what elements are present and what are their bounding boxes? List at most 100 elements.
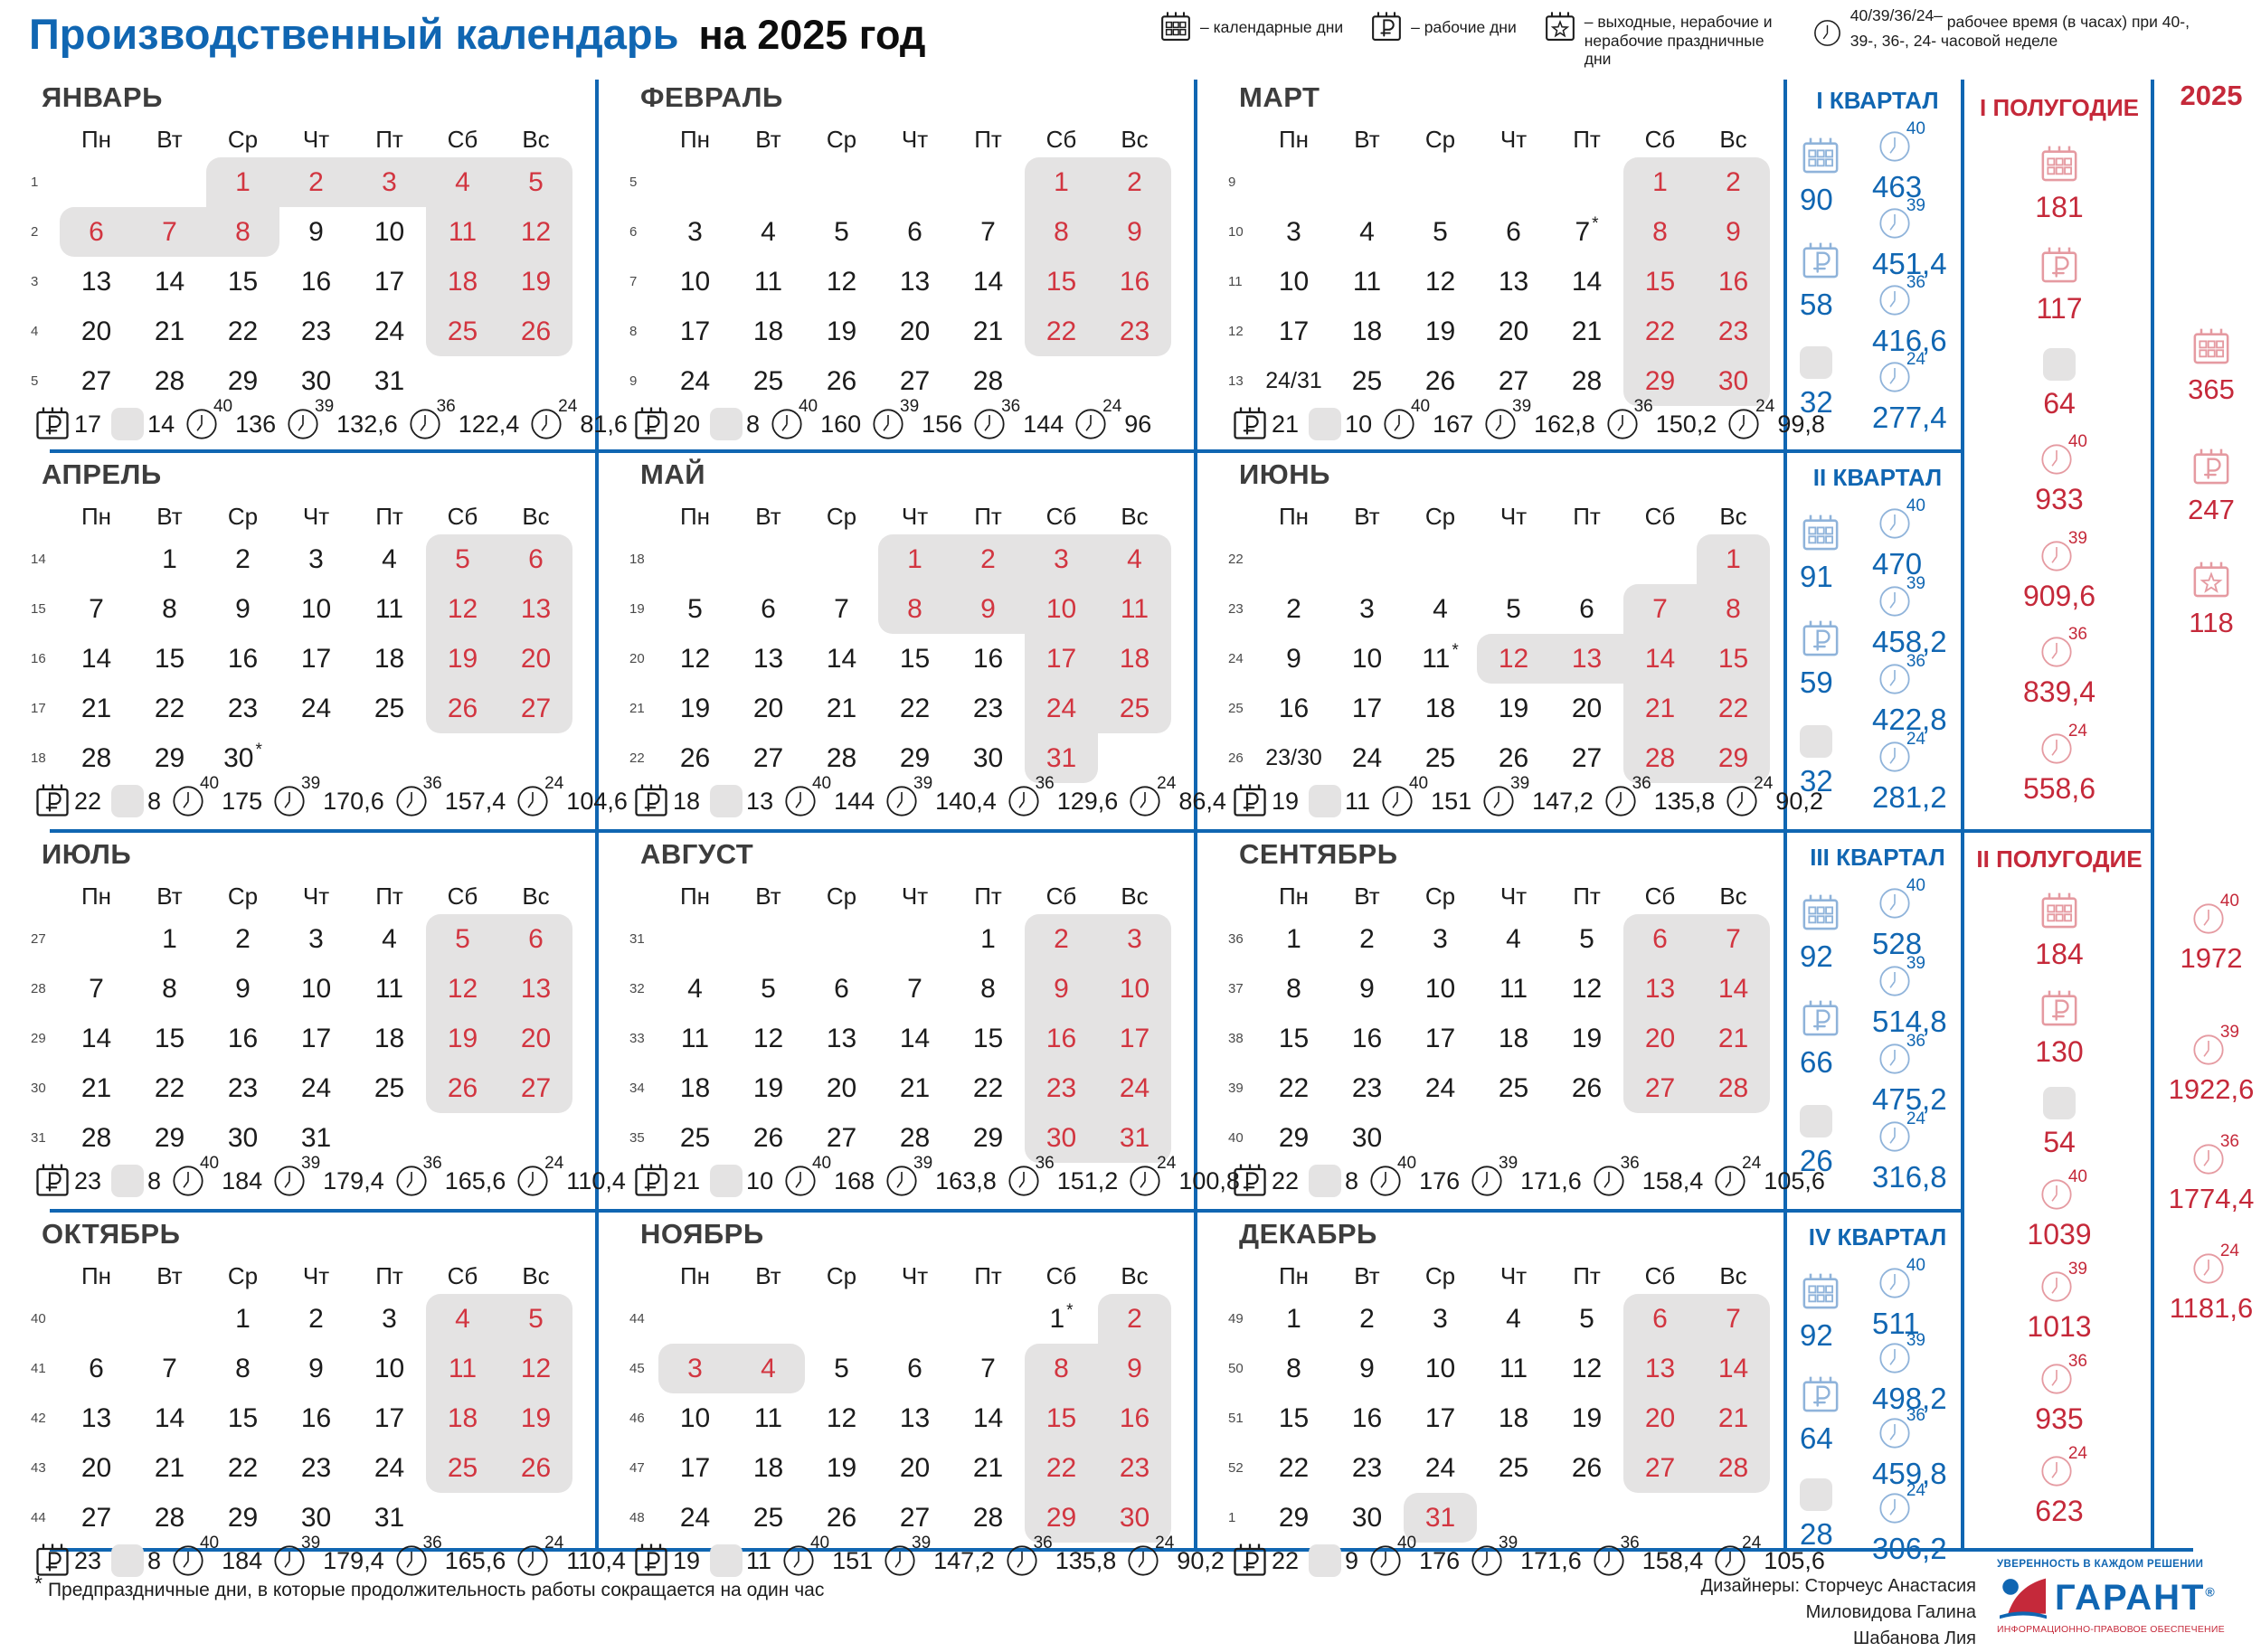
day-cell: 5 (1506, 593, 1521, 624)
day-cell: 9 (1359, 1353, 1375, 1383)
week-number: 23 (1228, 601, 1244, 617)
clock-icon-24: 24 (2039, 722, 2087, 766)
day-cell: 10 (679, 266, 711, 297)
day-cell: 30 * (223, 740, 262, 773)
clock-icon (2041, 444, 2072, 475)
days-off-icon (1309, 1165, 1342, 1197)
clock-icon-36: 36 (1878, 652, 1925, 696)
day-header-Вс: Вс (1719, 1261, 1747, 1289)
quarter-hours-40: 40 511 (1872, 1256, 1925, 1340)
day-cell: 21 (899, 1072, 931, 1103)
day-cell: 3 (308, 923, 324, 954)
clock-icon (1879, 586, 1910, 617)
clock-icon (1008, 1166, 1039, 1196)
clock-icon-40: 40 (1368, 1534, 1416, 1578)
day-header-Чт: Чт (302, 502, 330, 530)
week-number: 10 (1228, 224, 1244, 240)
week-number: 30 (31, 1081, 46, 1096)
day-cell: 17 (679, 1452, 711, 1483)
days-off-count: 13 (746, 787, 774, 815)
day-cell: 13 (80, 1402, 112, 1433)
day-cell (1330, 157, 1404, 207)
month-октябрь: ОКТЯБРЬ Пн Вт Ср Чт Пт Сб Вс 40 1 2 3 4 5 41 6 7 8 9 10 11 12… (27, 1209, 626, 1577)
month-title: АПРЕЛЬ (42, 458, 162, 490)
hours-40: 175 (222, 787, 263, 815)
clock-icon (517, 1545, 548, 1576)
calendar-days-icon (2041, 146, 2077, 182)
day-cell: 21 (154, 316, 185, 346)
day-cell: 9 (1098, 207, 1171, 257)
working-days-icon (1234, 407, 1266, 439)
day-cell: 20 (1571, 693, 1603, 723)
day-cell: 8 (206, 207, 279, 257)
day-header-Сб: Сб (447, 125, 478, 153)
day-header-Чт: Чт (1499, 502, 1528, 530)
day-cell: 30 (1351, 1502, 1383, 1533)
day-cell: 17 (1098, 1014, 1171, 1063)
week-number: 38 (1228, 1031, 1244, 1046)
clock-icon (1879, 1343, 1910, 1374)
hours-24: 96 (1124, 410, 1152, 438)
day-cell: 11 (1499, 1353, 1528, 1383)
day-cell: 28 (80, 742, 112, 773)
day-header-Пн: Пн (1278, 502, 1310, 530)
day-cell: 16 (300, 1402, 332, 1433)
day-cell: 28 (1697, 1063, 1770, 1113)
clock-icon (1075, 409, 1106, 439)
day-cell (60, 157, 133, 207)
year-calendar-days: 365 (2188, 327, 2235, 406)
day-cell: 29 (1025, 1493, 1098, 1543)
day-cell: 26 (679, 742, 711, 773)
day-cell: 20 (499, 634, 572, 684)
day-cell (1550, 534, 1623, 584)
week-number: 24 (1228, 651, 1244, 666)
day-cell: 5 (426, 914, 499, 964)
quarters-column: I КВАРТАЛ 90 58 32 40 463 39 451,4 36 416,6… (1798, 72, 1957, 1565)
month-grid: Пн Вт Ср Чт Пт Сб Вс 44 1 * 2 45 3 4 5 6 7 8 9 46 10 11 12 13 14… (626, 1258, 1178, 1543)
day-cell: 18 (1351, 316, 1383, 346)
quarter-hours-39: 39 498,2 (1872, 1331, 1947, 1415)
week-number: 27 (31, 931, 46, 947)
hours-39: 179,4 (323, 1166, 384, 1194)
day-cell: 20 (752, 693, 784, 723)
designer-line: Миловидова Галина (1805, 1602, 1976, 1622)
day-header-Ср: Ср (826, 125, 857, 153)
day-header-Чт: Чт (1499, 882, 1528, 910)
divider-vertical-1 (595, 80, 599, 1548)
quarter-working-days: 66 (1800, 999, 1841, 1080)
clock-icon-24: 24 (1126, 1534, 1174, 1578)
clock-icon (2193, 903, 2224, 934)
day-cell: 24 (1351, 742, 1383, 773)
week-number: 4 (31, 324, 39, 339)
day-cell: 15 (227, 1402, 259, 1433)
clock-icon-40: 40 (1878, 119, 1925, 164)
hours-39: 163,8 (935, 1166, 997, 1194)
day-cell: 12 (426, 584, 499, 634)
day-cell: 19 (1498, 693, 1529, 723)
clock-icon-36: 36 (1878, 273, 1925, 317)
day-cell (658, 914, 732, 964)
day-cell: 17 (374, 266, 405, 297)
clock-icon-39: 39 (2039, 1260, 2087, 1304)
clock-icon-39: 39 (2191, 1023, 2239, 1067)
week-number: 41 (31, 1361, 46, 1376)
day-cell: 30 (227, 1122, 259, 1153)
day-cell (658, 534, 732, 584)
week-number: 8 (629, 324, 638, 339)
day-cell: 4 (382, 543, 397, 574)
year-hours-24: 24 1181,6 (2169, 1241, 2254, 1324)
day-cell: 29 (899, 742, 931, 773)
day-cell: 12 (679, 643, 711, 674)
day-cell: 16 (1025, 1014, 1098, 1063)
day-cell: 15 (154, 643, 185, 674)
month-май: МАЙ Пн Вт Ср Чт Пт Сб Вс 18 1 2 3 4 19 5 6 7 8 9 10 11 20 12 13… (626, 449, 1226, 829)
day-cell: 18 (1498, 1402, 1529, 1433)
clock-icon-24: 24 (1726, 397, 1774, 441)
clock-icon-24: 24 (516, 774, 563, 818)
clock-icon (785, 1166, 816, 1196)
day-cell: 5 (499, 157, 572, 207)
clock-icon (1594, 1545, 1624, 1576)
month-title: АВГУСТ (640, 838, 754, 870)
day-cell: 1 (1286, 923, 1301, 954)
day-cell: 4 (1506, 1303, 1521, 1334)
